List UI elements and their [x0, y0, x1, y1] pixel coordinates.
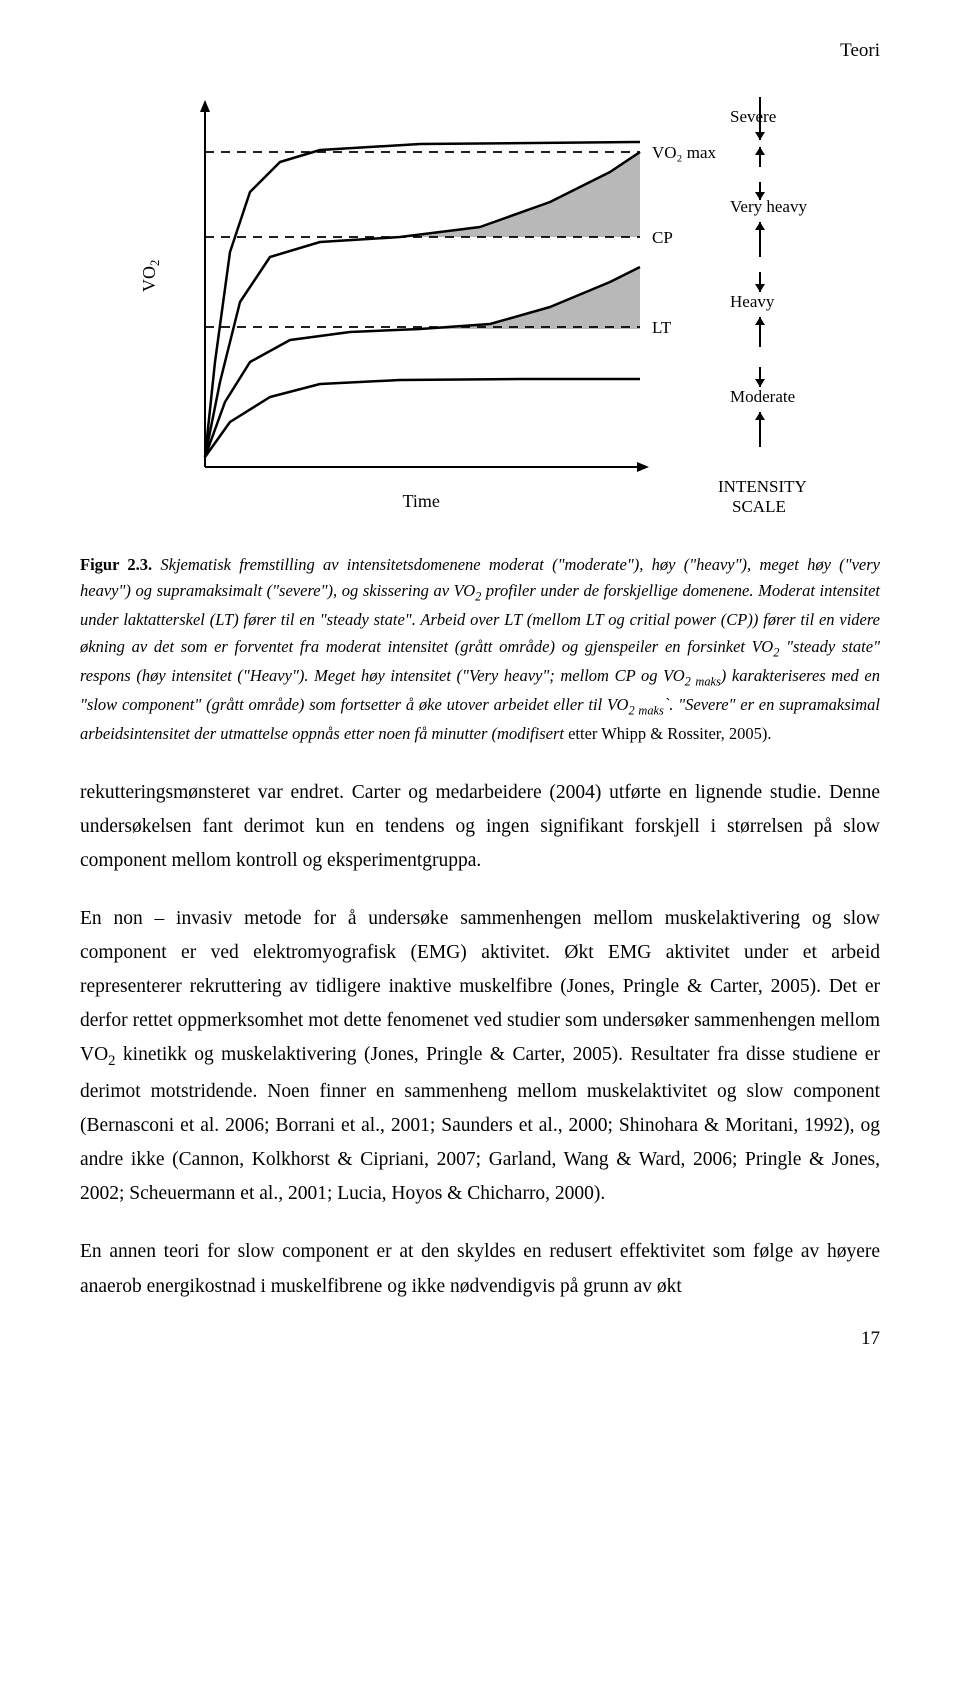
ref-label: VO₂ max [652, 143, 716, 162]
intensity-label: Very heavy [730, 197, 807, 216]
paragraph-2: En non – invasiv metode for å undersøke … [80, 902, 880, 1211]
paragraph-1: rekutteringsmønsteret var endret. Carter… [80, 776, 880, 878]
intensity-scale-title: INTENSITY [718, 477, 807, 496]
body-text: rekutteringsmønsteret var endret. Carter… [80, 776, 880, 1304]
intensity-label: Severe [730, 107, 776, 126]
caption-lead: Figur 2.3. [80, 555, 152, 574]
figure-2-3: VO₂ maxCPLTVO2TimeSevereVery heavyHeavyM… [120, 82, 840, 522]
intensity-label: Heavy [730, 292, 775, 311]
intensity-label: Moderate [730, 387, 795, 406]
section-header: Teori [80, 40, 880, 62]
page-number: 17 [80, 1328, 880, 1350]
ref-label: LT [652, 318, 672, 337]
paragraph-3: En annen teori for slow component er at … [80, 1235, 880, 1303]
figure-caption: Figur 2.3. Skjematisk fremstilling av in… [80, 552, 880, 748]
ref-label: CP [652, 228, 673, 247]
x-axis-label: Time [403, 491, 440, 511]
intensity-scale-title-2: SCALE [732, 497, 786, 516]
